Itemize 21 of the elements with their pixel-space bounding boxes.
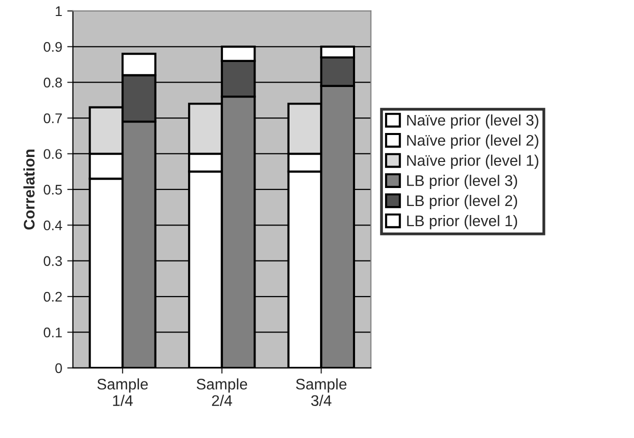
y-tick-label: 0.4 [44,220,62,230]
legend-label: Naïve prior (level 1) [407,154,538,169]
y-axis-title: Correlation [23,150,35,230]
x-tick-label: Sample 1/4 [97,378,148,406]
x-tick-label: Sample 2/4 [196,378,248,406]
legend-label: LB prior (level 3) [407,174,518,190]
y-tick-label: 0.9 [44,42,62,52]
y-tick-label: 1 [56,6,62,16]
y-tick-label: 0.3 [44,256,62,266]
x-tick-label: Sample 3/4 [296,378,346,406]
y-tick-label: 0.7 [44,113,62,124]
y-tick-label: 0.8 [44,78,62,88]
legend-label: Naïve prior (level 2) [407,134,538,149]
y-tick-label: 0.1 [44,328,62,338]
y-tick-label: 0 [55,363,62,374]
y-tick-label: 0.6 [44,149,62,159]
legend-label: Naïve prior (level 3) [407,114,538,129]
y-tick-label: 0.2 [44,292,62,302]
legend-label: LB prior (level 1) [407,215,518,230]
legend-label: LB prior (level 2) [407,194,518,210]
y-tick-label: 0.5 [44,184,62,195]
